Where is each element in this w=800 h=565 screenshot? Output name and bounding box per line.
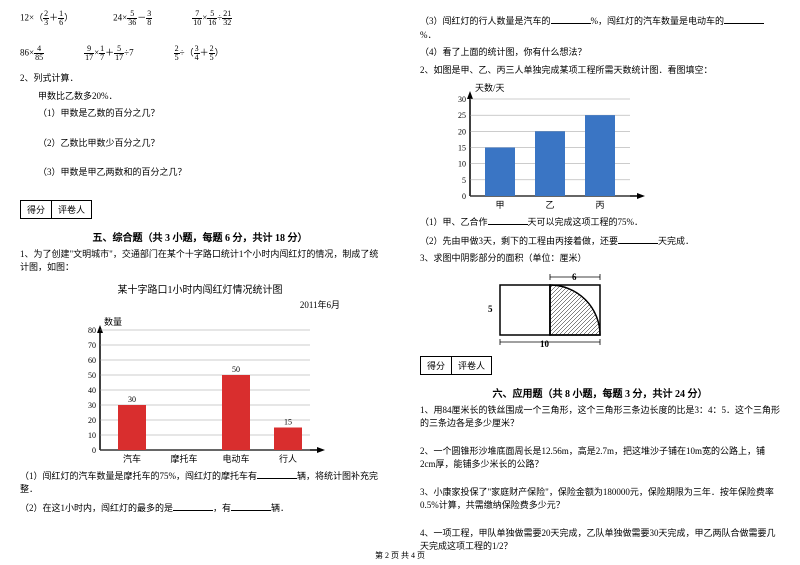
chart2-svg: 天数/天 0 5 10 15 20 25 30 甲 乙 丙	[440, 81, 660, 211]
svg-text:20: 20	[458, 127, 466, 136]
svg-text:15: 15	[284, 417, 292, 426]
score-box: 得分 评卷人	[20, 200, 92, 219]
svg-text:行人: 行人	[279, 453, 297, 464]
svg-text:30: 30	[458, 95, 466, 104]
s5-q2-2: （2）先由甲做3天，剩下的工程由丙接着做，还要天完成．	[420, 234, 780, 249]
grader-label: 评卷人	[52, 201, 91, 218]
svg-text:50: 50	[232, 365, 240, 374]
svg-text:70: 70	[88, 341, 96, 350]
s5-q1-4: （4）看了上面的统计图，你有什么想法？	[420, 46, 780, 60]
score-box: 得分 评卷人	[420, 356, 492, 375]
section-6-header: 得分 评卷人 六、应用题（共 8 小题，每题 3 分，共计 24 分）	[420, 356, 780, 400]
svg-text:40: 40	[88, 386, 96, 395]
svg-text:25: 25	[458, 111, 466, 120]
section-5-header: 得分 评卷人 五、综合题（共 3 小题，每题 6 分，共计 18 分）	[20, 200, 380, 244]
math-row-2: 86×485 917×17＋517÷7 25÷（34＋25）	[20, 45, 380, 62]
s5-q1-2: （2）在这1小时内，闯红灯的最多的是，有辆．	[20, 501, 380, 516]
blank	[488, 215, 528, 225]
blank	[724, 14, 764, 24]
q2-2: （2）乙数比甲数少百分之几？	[38, 137, 380, 151]
chart1: 数量 0 10 20 30 40 50 60 70 80 30 50 15 汽车 摩托车 电动车 行人	[60, 315, 340, 465]
svg-text:20: 20	[88, 416, 96, 425]
s5-q2-1: （1）甲、乙合作天可以完成这项工程的75%．	[420, 215, 780, 230]
chart1-title: 某十字路口1小时内闯红灯情况统计图	[20, 281, 380, 296]
svg-text:10: 10	[458, 160, 466, 169]
expr-1: 12×（23＋16）	[20, 10, 73, 27]
chart1-ylabel: 数量	[104, 316, 122, 327]
score-label: 得分	[421, 357, 452, 374]
right-column: （3）闯红灯的行人数量是汽车的%，闯红灯的汽车数量是电动车的%． （4）看了上面…	[400, 0, 800, 565]
svg-text:电动车: 电动车	[222, 453, 249, 464]
s6-q1: 1、用84厘米长的铁丝围成一个三角形，这个三角形三条边长度的比是3：4：5．这个…	[420, 404, 780, 431]
text: 12×（	[20, 13, 43, 23]
svg-text:15: 15	[458, 144, 466, 153]
svg-text:5: 5	[488, 304, 493, 314]
blank	[551, 14, 591, 24]
chart1-svg: 数量 0 10 20 30 40 50 60 70 80 30 50 15 汽车 摩托车 电动车 行人	[60, 315, 340, 465]
q2-title: 2、列式计算．	[20, 72, 380, 86]
expr-3: 710×516÷2132	[192, 10, 232, 27]
expr-6: 25÷（34＋25）	[174, 45, 224, 62]
chart1-date: 2011年6月	[20, 298, 340, 311]
grader-label: 评卷人	[452, 357, 491, 374]
geometry-svg: 6 5 10	[480, 270, 620, 350]
svg-text:0: 0	[92, 446, 96, 455]
svg-text:丙: 丙	[595, 200, 604, 210]
page-footer: 第 2 页 共 4 页	[0, 550, 800, 561]
expr-4: 86×485	[20, 45, 44, 62]
svg-text:30: 30	[88, 401, 96, 410]
s5-q1: 1、为了创建"文明城市"，交通部门在某个十字路口统计1个小时内闯红灯的情况，制成…	[20, 248, 380, 275]
geometry-figure: 6 5 10	[480, 270, 620, 350]
blank	[231, 501, 271, 511]
svg-text:5: 5	[462, 176, 466, 185]
blank	[173, 501, 213, 511]
s6-q2: 2、一个圆锥形沙堆底面周长是12.56m，高是2.7m，把这堆沙子铺在10m宽的…	[420, 445, 780, 472]
chart2-ylabel: 天数/天	[475, 82, 505, 93]
svg-text:60: 60	[88, 356, 96, 365]
svg-text:30: 30	[128, 395, 136, 404]
q2-sub: 甲数比乙数多20%．	[38, 90, 380, 104]
s6-q3: 3、小康家投保了"家庭财产保险"，保险金额为180000元，保险期限为三年．按年…	[420, 486, 780, 513]
expr-5: 917×17＋517÷7	[84, 45, 134, 62]
section-5-title: 五、综合题（共 3 小题，每题 6 分，共计 18 分）	[20, 229, 380, 244]
s5-q2: 2、如图是甲、乙、丙三人单独完成某项工程所需天数统计图．看图填空：	[420, 64, 780, 78]
score-label: 得分	[21, 201, 52, 218]
q2-3: （3）甲数是甲乙两数和的百分之几？	[38, 166, 380, 180]
chart2: 天数/天 0 5 10 15 20 25 30 甲 乙 丙	[440, 81, 660, 211]
svg-text:80: 80	[88, 326, 96, 335]
expr-2: 24×536－38	[113, 10, 152, 27]
svg-text:0: 0	[462, 192, 466, 201]
svg-text:甲: 甲	[495, 200, 504, 210]
blank	[257, 469, 297, 479]
math-row-1: 12×（23＋16） 24×536－38 710×516÷2132	[20, 10, 380, 27]
left-column: 12×（23＋16） 24×536－38 710×516÷2132 86×485…	[0, 0, 400, 565]
svg-text:50: 50	[88, 371, 96, 380]
s5-q3: 3、求图中阴影部分的面积（单位：厘米）	[420, 252, 780, 266]
s5-q1-3: （3）闯红灯的行人数量是汽车的%，闯红灯的汽车数量是电动车的%．	[420, 14, 780, 42]
svg-text:乙: 乙	[545, 200, 554, 210]
s5-q1-1: （1）闯红灯的汽车数量是摩托车的75%，闯红灯的摩托车有辆，将统计图补充完整．	[20, 469, 380, 497]
section-6-title: 六、应用题（共 8 小题，每题 3 分，共计 24 分）	[420, 385, 780, 400]
svg-text:摩托车: 摩托车	[170, 453, 197, 464]
svg-text:汽车: 汽车	[123, 453, 141, 464]
q2-1: （1）甲数是乙数的百分之几？	[38, 107, 380, 121]
blank	[618, 234, 658, 244]
svg-text:10: 10	[540, 339, 550, 349]
svg-text:10: 10	[88, 431, 96, 440]
